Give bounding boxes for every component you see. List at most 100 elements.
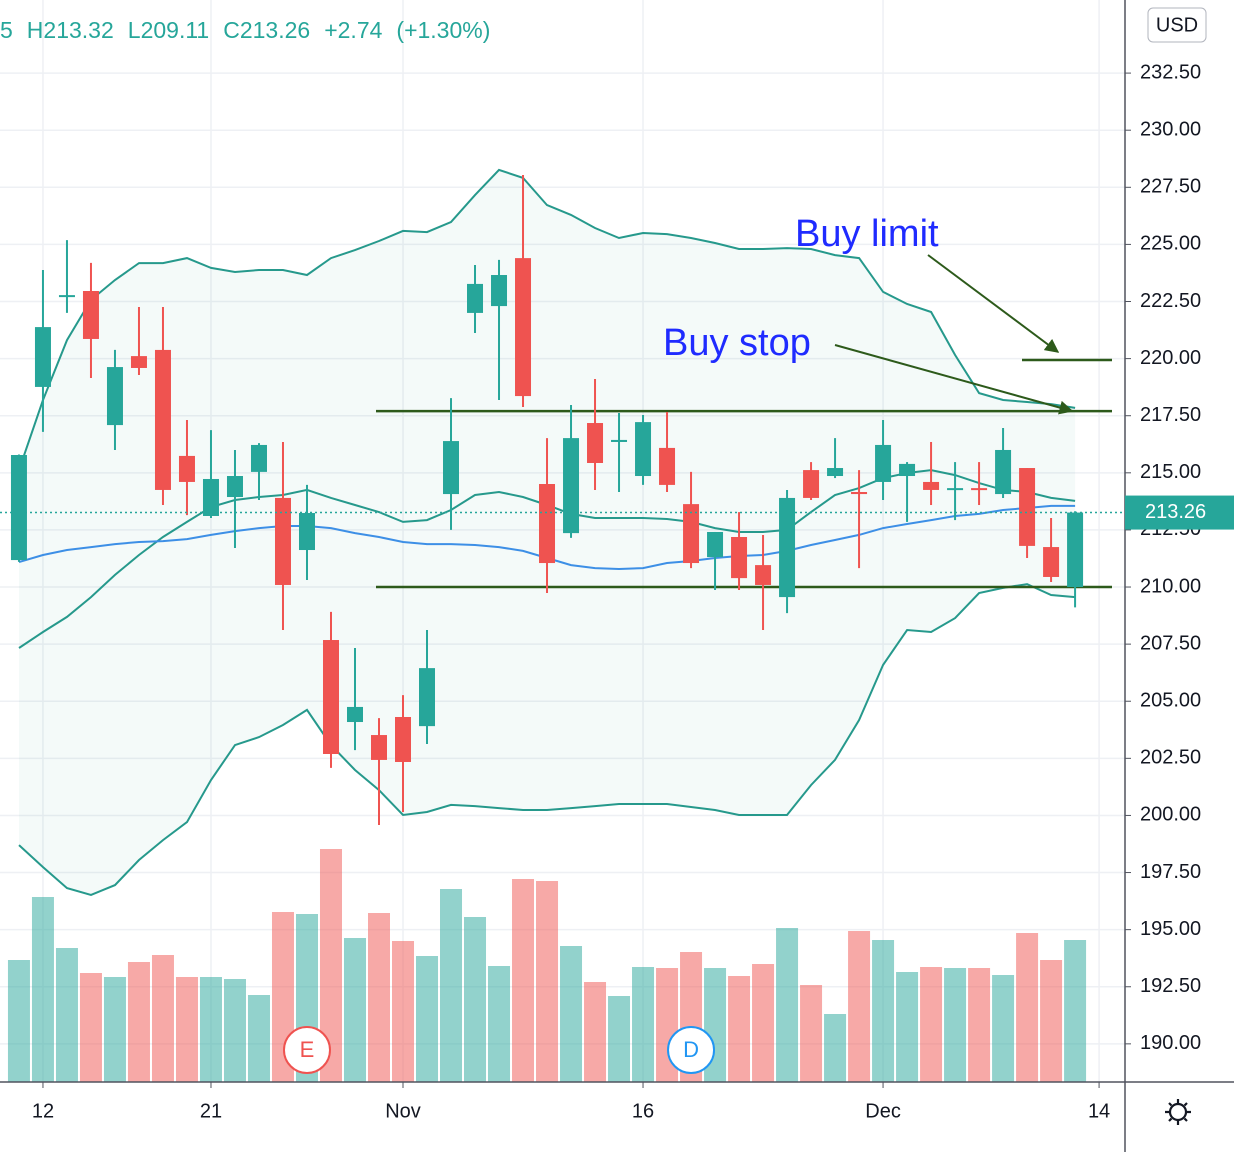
axes: 190.00 192.50 195.00 197.50 200.00 202.50 205.…	[32, 61, 1201, 1122]
candle-body	[659, 447, 676, 485]
last-price-label: 213.26	[1145, 501, 1206, 523]
candle-body	[82, 291, 99, 339]
candle-body	[226, 476, 243, 498]
candle-body	[899, 463, 916, 477]
candle-body	[611, 439, 628, 442]
x-tick-label: 14	[1088, 1100, 1110, 1122]
volume-bar	[464, 917, 487, 1082]
candle-body	[923, 481, 940, 490]
volume-bar	[728, 976, 751, 1082]
header-item: L	[128, 17, 141, 43]
candle-body	[779, 497, 796, 598]
event-marker	[282, 1026, 331, 1074]
volume-bar	[368, 913, 391, 1082]
candle-body	[58, 295, 75, 298]
y-tick-label: 200.00	[1140, 804, 1201, 826]
candle-body	[947, 488, 964, 491]
candle-body	[274, 497, 291, 585]
volume-bar	[103, 977, 126, 1082]
volume-bar	[848, 931, 871, 1082]
volume-bar	[608, 996, 631, 1082]
candle-body	[515, 258, 532, 397]
currency-box[interactable]	[1147, 7, 1207, 43]
x-tick-label: Dec	[865, 1100, 901, 1122]
currency[interactable]: USD	[1156, 14, 1198, 36]
candle-body	[491, 275, 508, 307]
candle-body	[371, 735, 388, 760]
header-item: 213.32	[43, 17, 113, 43]
volume-bar	[55, 948, 78, 1082]
volume-bar	[800, 985, 823, 1082]
y-tick-label: 192.50	[1140, 975, 1201, 997]
candle-body	[827, 468, 844, 477]
y-tick-label: 230.00	[1140, 118, 1201, 140]
time-axis	[0, 1082, 1125, 1152]
volume-bar	[824, 1014, 847, 1082]
candle-body	[130, 356, 147, 368]
volume-bar	[632, 967, 655, 1082]
y-tick-label: 210.00	[1140, 575, 1201, 597]
y-tick-label: 190.00	[1140, 1032, 1201, 1054]
volume-bar	[512, 879, 535, 1082]
volume-bar	[175, 977, 198, 1082]
volume-bar	[776, 928, 799, 1082]
candle-body	[1019, 468, 1036, 546]
candle-body	[202, 478, 219, 516]
volume-bar	[79, 973, 102, 1082]
candle-body	[419, 668, 436, 727]
candle-body	[635, 422, 652, 477]
y-tick-label: 202.50	[1140, 747, 1201, 769]
candle-body	[467, 283, 484, 313]
volume-bar	[440, 889, 463, 1082]
candle-body	[755, 565, 772, 585]
volume-bar	[920, 967, 943, 1082]
candle-body	[875, 444, 892, 482]
candle-body	[731, 537, 748, 579]
annotation: Buy stop	[663, 322, 811, 364]
header-item: 5	[0, 17, 13, 43]
candle-body	[587, 423, 604, 463]
volume-bar	[968, 968, 991, 1082]
candle-body	[995, 449, 1012, 495]
volume-bar	[247, 995, 270, 1082]
x-tick-label: 12	[32, 1100, 54, 1122]
candle-body	[395, 716, 412, 762]
volume-bar	[536, 881, 559, 1082]
candle-body	[106, 367, 123, 426]
y-tick-label: 207.50	[1140, 632, 1201, 654]
candle-body	[154, 349, 171, 490]
candle-body	[803, 470, 820, 498]
volume-bar	[1016, 933, 1039, 1082]
volume-bar	[223, 979, 246, 1082]
volume-bar	[416, 956, 439, 1082]
volume-bar	[1064, 940, 1087, 1082]
volume-bar	[944, 968, 967, 1082]
y-tick-label: 215.00	[1140, 461, 1201, 483]
event-label: D	[683, 1037, 699, 1062]
volume-bar	[199, 977, 222, 1082]
price-axis	[1125, 0, 1234, 1152]
volume-bar	[560, 946, 583, 1082]
candle-body	[322, 640, 339, 754]
header-item: (+1.30%)	[396, 17, 490, 43]
volume-bar	[992, 975, 1015, 1082]
volume-bar	[488, 966, 511, 1082]
candle-body	[250, 444, 267, 472]
header-item: 209.11	[141, 17, 210, 43]
y-tick-label: 205.00	[1140, 690, 1201, 712]
x-tick-label: Nov	[385, 1100, 421, 1122]
y-tick-label: 195.00	[1140, 918, 1201, 940]
candle-body	[707, 531, 724, 558]
event-marker	[667, 1026, 716, 1074]
candle-body	[851, 492, 868, 495]
volume-bar	[1040, 960, 1063, 1082]
volume-bar	[584, 982, 607, 1082]
annotation-arrow	[834, 344, 1074, 415]
settings-icon[interactable]	[1165, 1099, 1191, 1125]
volume-bar	[343, 938, 366, 1082]
annotation: Buy limit	[795, 213, 939, 255]
candle-body	[563, 438, 580, 534]
band-line	[18, 583, 1076, 896]
